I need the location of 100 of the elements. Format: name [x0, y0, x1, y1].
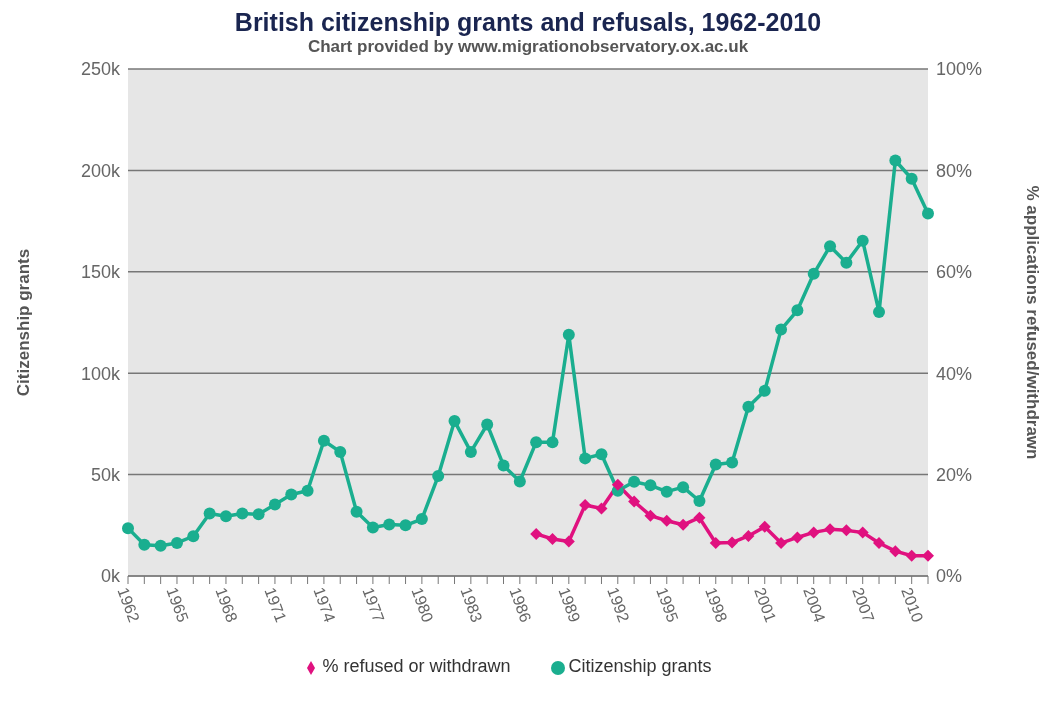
point: [905, 549, 918, 562]
point: [122, 522, 134, 535]
y2-tick-label: 0%: [936, 566, 963, 587]
y-tick-label: 0k: [100, 566, 121, 587]
point: [856, 234, 869, 247]
point: [824, 240, 837, 253]
x-tick-label: 1965: [163, 585, 192, 625]
point: [840, 256, 853, 269]
y-tick-label: 50k: [90, 464, 121, 485]
point: [742, 400, 755, 413]
point: [905, 172, 918, 185]
y-tick-label: 250k: [80, 59, 121, 80]
point: [775, 323, 788, 336]
point: [530, 527, 543, 540]
point: [236, 507, 249, 520]
point: [628, 495, 641, 508]
chart-title: British citizenship grants and refusals, 1962-2010: [233, 8, 823, 37]
point: [285, 488, 298, 501]
x-tick-label: 1989: [555, 585, 584, 625]
point: [840, 524, 853, 537]
point: [546, 532, 559, 545]
y-tick-label: 200k: [80, 160, 121, 181]
point: [709, 537, 722, 550]
point: [432, 470, 445, 483]
point: [595, 502, 608, 515]
y2-tick-label: 80%: [936, 160, 973, 181]
x-tick-label: 1983: [457, 585, 486, 625]
point: [791, 531, 804, 544]
point: [807, 267, 820, 280]
point: [562, 535, 575, 548]
point: [497, 459, 510, 472]
x-tick-label: 2004: [800, 585, 829, 625]
point: [775, 537, 788, 550]
y2-tick-label: 20%: [936, 464, 973, 485]
legend-label: % refused or withdrawn: [322, 656, 511, 676]
point: [399, 519, 412, 532]
point: [187, 530, 200, 543]
x-tick-label: 1962: [114, 585, 143, 625]
point: [758, 520, 771, 533]
point: [481, 418, 494, 431]
y2-axis-title: % applications refused/withdrawn: [1022, 185, 1042, 460]
point: [464, 445, 477, 458]
y-tick-label: 100k: [80, 363, 121, 384]
x-tick-label: 1974: [310, 585, 339, 625]
point: [693, 494, 706, 507]
point: [758, 384, 771, 397]
y2-tick-label: 100%: [936, 59, 983, 80]
point: [203, 507, 216, 520]
y2-tick-label: 40%: [936, 363, 973, 384]
y2-tick-label: 60%: [936, 262, 973, 283]
point: [726, 456, 739, 469]
point: [644, 509, 657, 522]
point: [530, 436, 543, 449]
point: [856, 526, 869, 539]
point: [922, 549, 934, 562]
point: [562, 328, 575, 341]
x-tick-label: 2001: [751, 585, 780, 625]
point: [317, 434, 330, 447]
y-tick-label: 150k: [80, 262, 121, 283]
point: [677, 518, 690, 531]
point: [677, 481, 690, 494]
point: [644, 479, 657, 492]
point: [513, 475, 526, 488]
point: [709, 458, 722, 471]
x-tick-label: 1971: [261, 585, 290, 625]
x-tick-label: 1968: [212, 585, 241, 625]
x-tick-label: 1992: [604, 585, 633, 625]
point: [660, 485, 673, 498]
point: [611, 478, 624, 491]
x-tick-label: 1998: [702, 585, 731, 625]
y-axis-title: Citizenship grants: [14, 248, 34, 397]
point: [334, 445, 347, 458]
x-tick-label: 1980: [408, 585, 437, 625]
point: [138, 538, 151, 551]
point: [807, 526, 820, 539]
legend-label: Citizenship grants: [568, 656, 712, 676]
x-tick-label: 1995: [653, 585, 682, 625]
point: [579, 499, 592, 512]
point: [350, 505, 363, 518]
point: [873, 537, 886, 550]
point: [791, 304, 804, 317]
point: [628, 475, 641, 488]
point: [170, 536, 183, 549]
x-tick-label: 2007: [849, 585, 878, 625]
point: [366, 521, 379, 534]
point: [693, 511, 706, 524]
point: [660, 514, 673, 527]
point: [726, 536, 739, 549]
point: [889, 545, 902, 558]
point: [154, 539, 167, 552]
point: [448, 415, 461, 428]
point: [268, 498, 281, 511]
point: [873, 305, 886, 318]
point: [252, 508, 265, 521]
point: [301, 484, 314, 497]
point: [415, 513, 428, 526]
point: [219, 510, 232, 523]
point: [546, 436, 559, 449]
chart-subtitle: Chart provided by www.migrationobservatory.ox.ac.uk: [306, 37, 750, 57]
x-tick-label: 1977: [359, 585, 388, 625]
